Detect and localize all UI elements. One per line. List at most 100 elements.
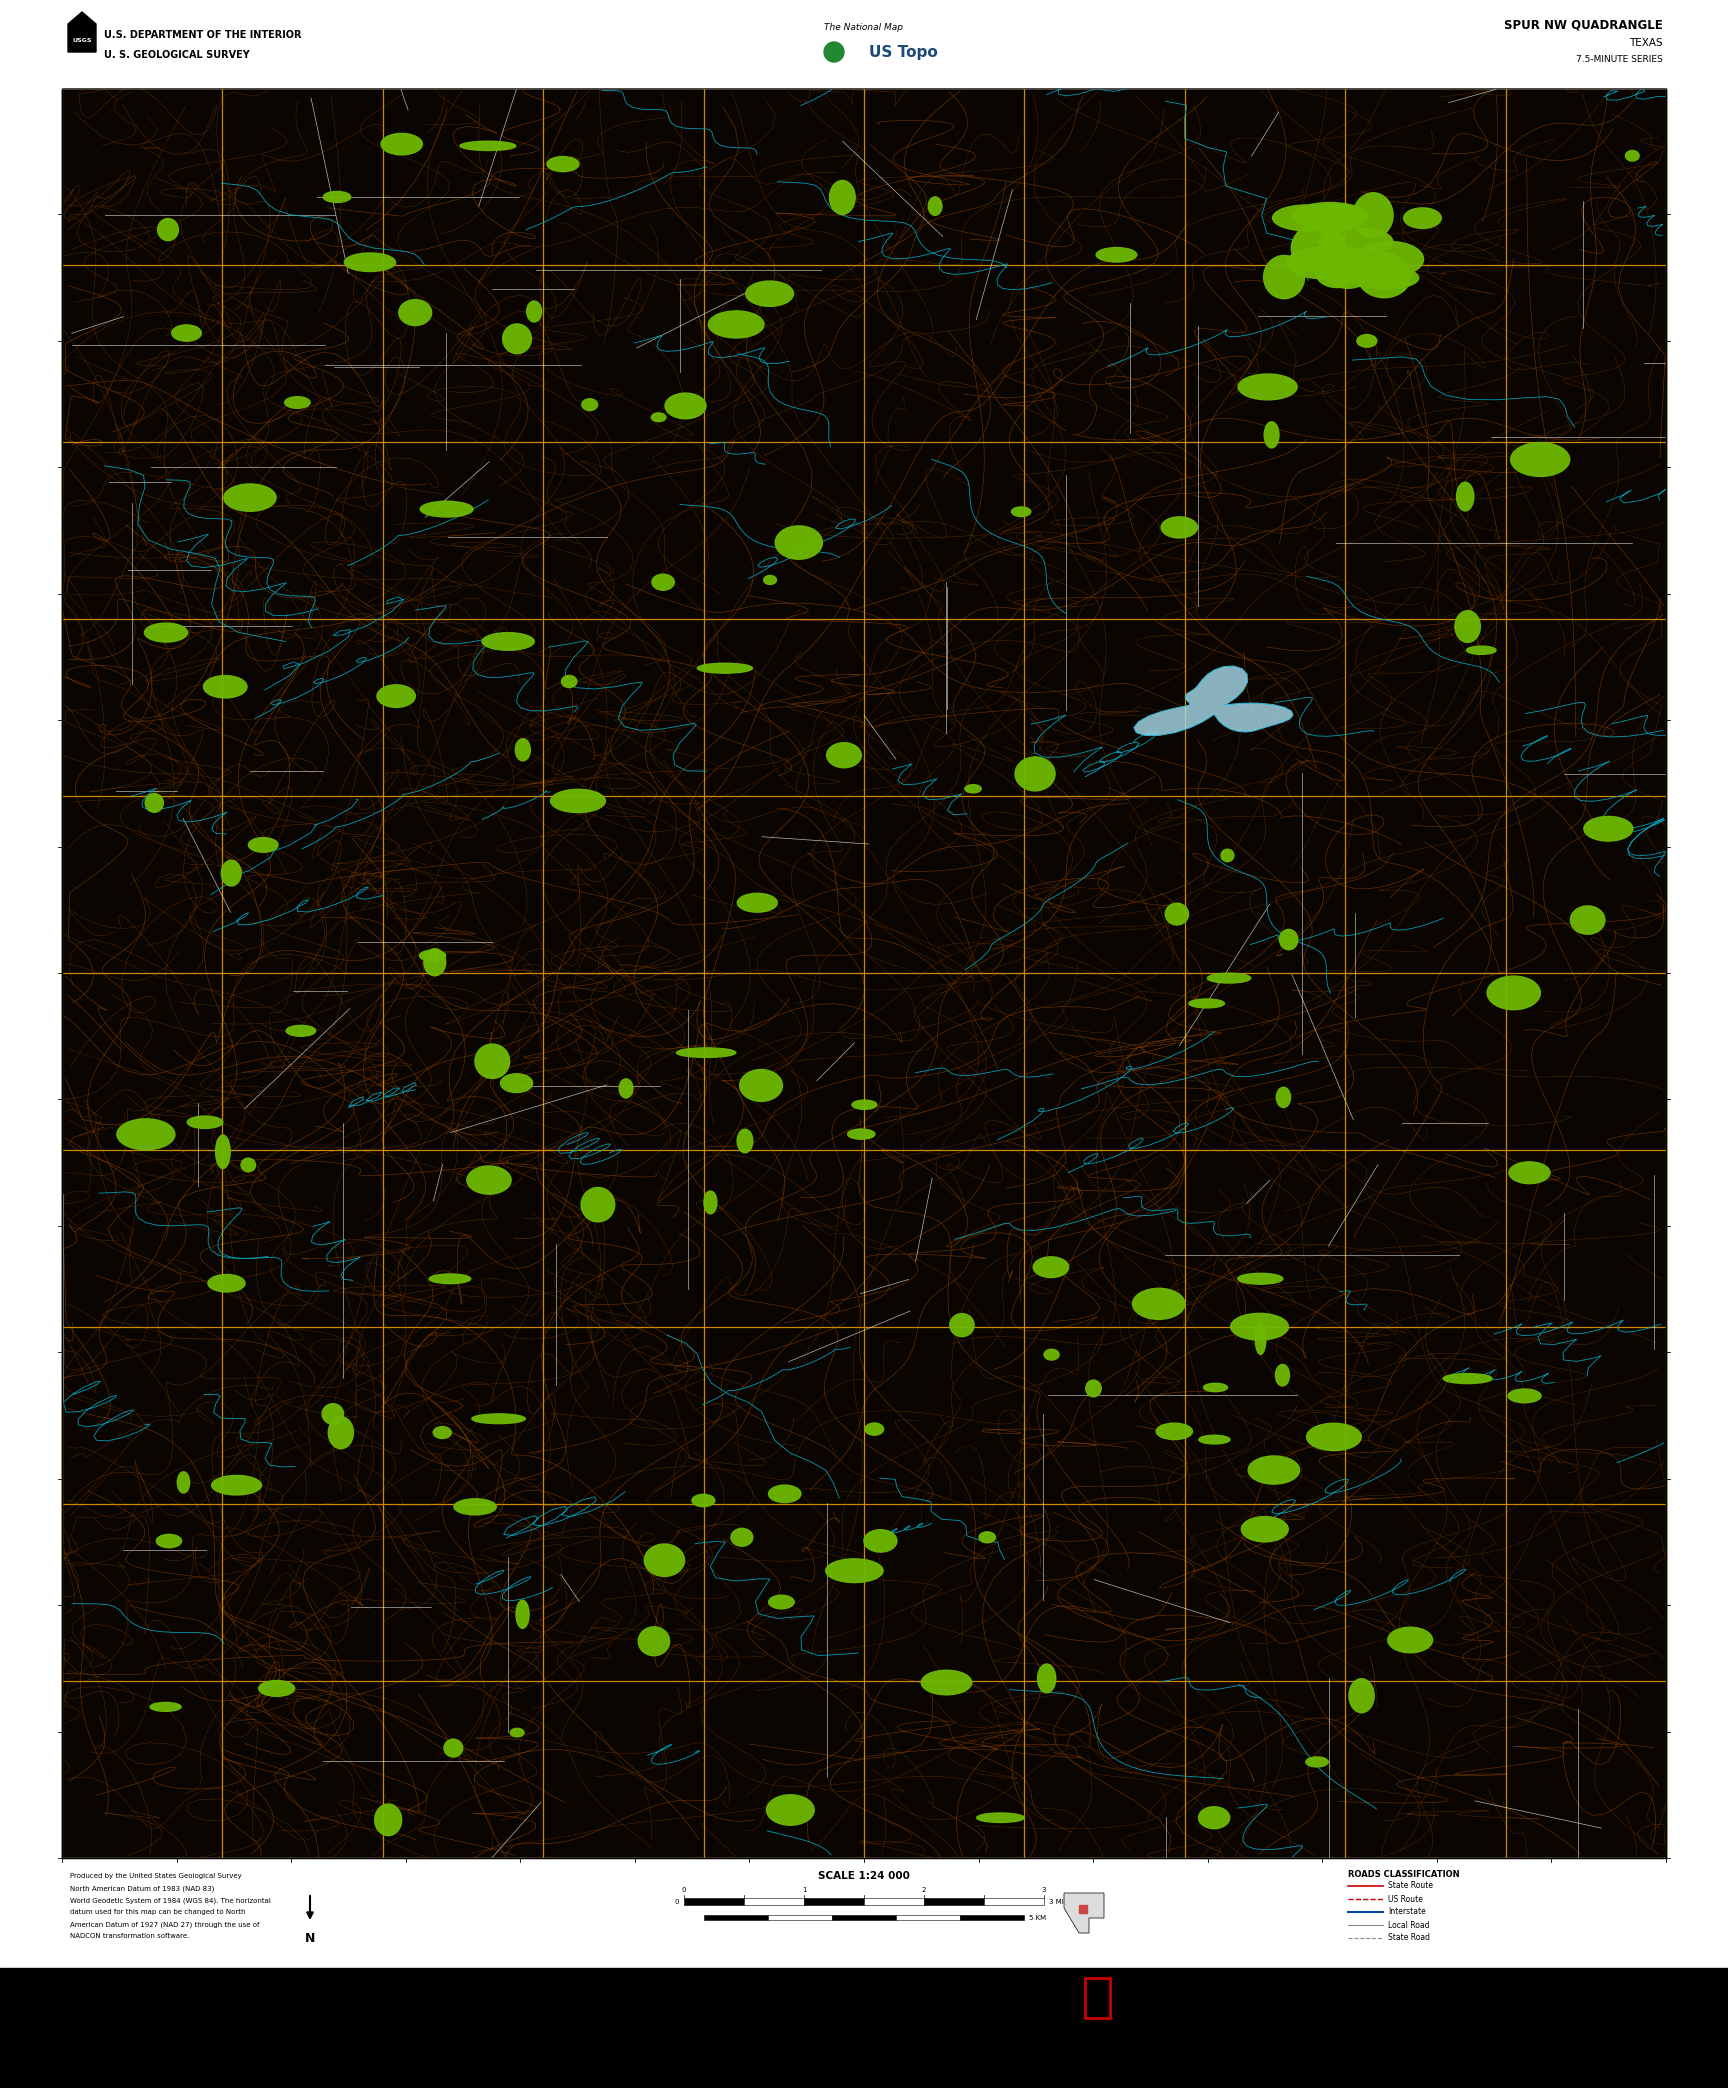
Bar <box>0 1969 1728 2088</box>
Ellipse shape <box>1322 248 1374 288</box>
Text: Produced by the United States Geological Survey: Produced by the United States Geological… <box>71 1873 242 1879</box>
Ellipse shape <box>691 1495 715 1508</box>
Ellipse shape <box>1222 850 1234 862</box>
Ellipse shape <box>1443 1374 1491 1384</box>
Ellipse shape <box>344 253 396 271</box>
Bar <box>0 0 1728 88</box>
Ellipse shape <box>698 664 752 672</box>
Ellipse shape <box>651 413 665 422</box>
Ellipse shape <box>1237 1274 1282 1284</box>
Ellipse shape <box>1044 1349 1059 1359</box>
Ellipse shape <box>767 1796 814 1825</box>
Ellipse shape <box>150 1702 181 1712</box>
Ellipse shape <box>769 1485 800 1503</box>
Ellipse shape <box>510 1729 524 1737</box>
Ellipse shape <box>1239 374 1298 401</box>
Text: American Datum of 1927 (NAD 27) through the use of: American Datum of 1927 (NAD 27) through … <box>71 1921 259 1927</box>
Bar <box>924 1898 983 1904</box>
Ellipse shape <box>1626 150 1640 161</box>
Ellipse shape <box>1248 1455 1299 1485</box>
Bar <box>961 1915 1025 1921</box>
Ellipse shape <box>1011 507 1032 516</box>
Bar <box>897 1915 961 1921</box>
Ellipse shape <box>1277 1088 1291 1107</box>
Ellipse shape <box>444 1739 463 1756</box>
Polygon shape <box>1064 1894 1104 1933</box>
Text: 3: 3 <box>1042 1888 1045 1894</box>
Ellipse shape <box>1033 1257 1068 1278</box>
Ellipse shape <box>950 1313 975 1336</box>
Text: North American Datum of 1983 (NAD 83): North American Datum of 1983 (NAD 83) <box>71 1885 214 1892</box>
Ellipse shape <box>864 1531 897 1551</box>
Ellipse shape <box>1275 1363 1289 1386</box>
Ellipse shape <box>1291 223 1346 274</box>
Text: 2: 2 <box>921 1888 926 1894</box>
Ellipse shape <box>145 622 188 641</box>
Ellipse shape <box>472 1414 525 1424</box>
Ellipse shape <box>731 1528 753 1547</box>
Ellipse shape <box>776 526 823 560</box>
Ellipse shape <box>423 948 446 975</box>
Ellipse shape <box>1355 267 1419 288</box>
Text: USGS: USGS <box>73 38 92 42</box>
Ellipse shape <box>1510 443 1569 476</box>
Ellipse shape <box>847 1130 874 1140</box>
Bar <box>1078 1904 1087 1913</box>
Text: TEXAS: TEXAS <box>1630 38 1662 48</box>
Ellipse shape <box>921 1670 971 1695</box>
Ellipse shape <box>1156 1424 1192 1439</box>
Ellipse shape <box>1203 1382 1227 1393</box>
Text: US Route: US Route <box>1388 1894 1422 1904</box>
Ellipse shape <box>619 1079 632 1098</box>
Ellipse shape <box>581 1188 615 1221</box>
Text: State Route: State Route <box>1388 1881 1433 1890</box>
Polygon shape <box>67 13 97 52</box>
Ellipse shape <box>769 1595 795 1610</box>
Ellipse shape <box>1318 228 1393 255</box>
Ellipse shape <box>377 685 415 708</box>
Ellipse shape <box>1488 975 1540 1011</box>
Ellipse shape <box>866 1424 883 1434</box>
Ellipse shape <box>429 1274 470 1284</box>
Polygon shape <box>1134 666 1293 735</box>
Ellipse shape <box>1293 203 1367 230</box>
Ellipse shape <box>454 1499 496 1516</box>
Text: U. S. GEOLOGICAL SURVEY: U. S. GEOLOGICAL SURVEY <box>104 50 251 61</box>
Text: U.S. DEPARTMENT OF THE INTERIOR: U.S. DEPARTMENT OF THE INTERIOR <box>104 29 301 40</box>
Ellipse shape <box>1509 1161 1550 1184</box>
Ellipse shape <box>1287 246 1356 278</box>
Ellipse shape <box>708 311 764 338</box>
Ellipse shape <box>328 1416 354 1449</box>
Text: SCALE 1:24 000: SCALE 1:24 000 <box>817 1871 911 1881</box>
Text: 3 MILES: 3 MILES <box>1049 1898 1077 1904</box>
Ellipse shape <box>1272 205 1339 230</box>
Text: datum used for this map can be changed to North: datum used for this map can be changed t… <box>71 1908 245 1915</box>
Ellipse shape <box>285 397 311 409</box>
Ellipse shape <box>738 1130 753 1153</box>
Text: ROADS CLASSIFICATION: ROADS CLASSIFICATION <box>1348 1871 1460 1879</box>
Bar <box>62 88 1666 1858</box>
Ellipse shape <box>460 142 515 150</box>
Ellipse shape <box>323 192 351 203</box>
Ellipse shape <box>1189 998 1225 1009</box>
Ellipse shape <box>1403 209 1441 228</box>
Ellipse shape <box>517 1599 529 1629</box>
Bar <box>831 1915 897 1921</box>
Ellipse shape <box>1301 205 1367 223</box>
Text: US Topo: US Topo <box>869 44 938 58</box>
Ellipse shape <box>703 1190 717 1213</box>
Ellipse shape <box>1315 213 1336 234</box>
Ellipse shape <box>380 134 422 155</box>
Ellipse shape <box>964 785 982 793</box>
Ellipse shape <box>1388 1627 1433 1654</box>
Text: Interstate: Interstate <box>1388 1908 1426 1917</box>
Text: 0: 0 <box>683 1888 686 1894</box>
Text: 0: 0 <box>674 1898 679 1904</box>
Ellipse shape <box>676 1048 736 1057</box>
Text: State Road: State Road <box>1388 1933 1431 1942</box>
Ellipse shape <box>1315 259 1358 288</box>
Ellipse shape <box>156 1535 181 1547</box>
Text: 5 KM: 5 KM <box>1028 1915 1045 1921</box>
Ellipse shape <box>1161 518 1198 539</box>
Ellipse shape <box>551 789 605 812</box>
